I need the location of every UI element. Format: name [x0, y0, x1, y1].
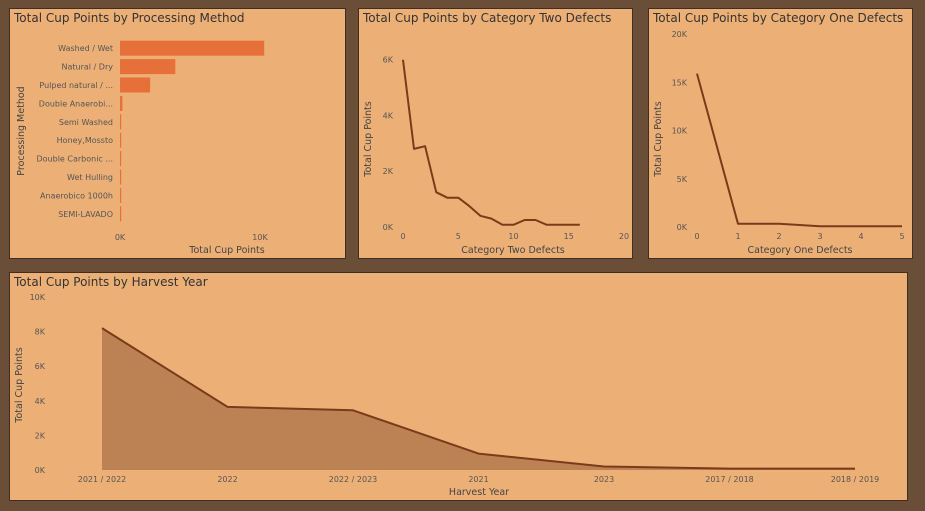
category-label: Honey,Mossto — [57, 136, 113, 145]
x-axis-label: Category Two Defects — [461, 245, 565, 256]
series-line — [696, 73, 902, 228]
y-tick-label: 0K — [383, 223, 394, 232]
x-tick-label: 2018 / 2019 — [831, 475, 880, 484]
chart-title: Total Cup Points by Category One Defects — [653, 11, 904, 25]
y-axis-label: Total Cup Points — [653, 101, 664, 177]
bar — [120, 187, 122, 203]
bar — [120, 40, 265, 56]
x-tick-label: 1 — [735, 232, 740, 241]
x-tick-label: 10 — [508, 232, 518, 241]
x-tick-label: 15 — [564, 232, 574, 241]
category-label: SEMI-LAVADO — [58, 210, 113, 219]
x-tick-label: 0 — [694, 232, 699, 241]
chart-title: Total Cup Points by Harvest Year — [14, 275, 208, 289]
category-label: Double Carbonic ... — [36, 155, 113, 164]
processing-method-panel: Total Cup Points by Processing Method Wa… — [9, 8, 346, 259]
y-tick-label: 20K — [672, 30, 688, 39]
y-tick-label: 8K — [35, 328, 46, 337]
x-tick-label: 2023 — [594, 475, 614, 484]
harvest-year-panel: Total Cup Points by Harvest Year 0K 2K 4K 6… — [9, 272, 908, 501]
category-two-defects-line-chart: 0K 2K 4K 6K 0 5 10 15 20 Category Two Defects Tota… — [363, 56, 629, 256]
category-label: Natural / Dry — [62, 63, 114, 72]
y-tick-label: 10K — [672, 127, 688, 136]
x-tick-label: 20 — [619, 232, 629, 241]
category-label: Pulped natural / ... — [39, 81, 113, 90]
y-tick-label: 0K — [677, 223, 688, 232]
x-tick-label: 5 — [899, 232, 904, 241]
x-tick-label: 2021 — [468, 475, 488, 484]
y-axis-label: Total Cup Points — [14, 347, 25, 423]
bar — [120, 169, 122, 185]
x-tick-label: 5 — [456, 232, 461, 241]
y-tick-label: 0K — [35, 466, 46, 475]
area-fill — [102, 328, 855, 470]
bar — [120, 132, 122, 148]
y-tick-label: 4K — [35, 397, 46, 406]
x-tick-label: 2022 / 2023 — [329, 475, 378, 484]
y-tick-label: 6K — [383, 56, 394, 65]
y-tick-label: 10K — [30, 293, 46, 302]
x-axis-label: Category One Defects — [747, 245, 852, 256]
harvest-year-area-chart: 0K 2K 4K 6K 8K 10K 2021 / 2022 2022 2022 / 2023 2… — [14, 293, 880, 498]
category-two-defects-panel: Total Cup Points by Category Two Defects… — [358, 8, 633, 259]
x-tick-label: 2 — [776, 232, 781, 241]
series-line — [402, 59, 580, 226]
bar — [120, 114, 122, 130]
category-one-defects-panel: Total Cup Points by Category One Defects… — [648, 8, 913, 259]
x-tick-label: 3 — [817, 232, 822, 241]
y-tick-label: 15K — [672, 78, 688, 87]
y-tick-label: 2K — [35, 431, 46, 440]
y-tick-label: 4K — [383, 111, 394, 120]
category-label: Anaerobico 1000h — [40, 191, 113, 200]
x-tick-label: 2017 / 2018 — [705, 475, 754, 484]
y-axis-label: Total Cup Points — [363, 101, 374, 177]
bar — [120, 77, 151, 93]
x-axis-label: Harvest Year — [449, 487, 509, 498]
x-tick-label: 4 — [858, 232, 863, 241]
processing-method-bar-chart: Washed / Wet Natural / Dry Pulped natural … — [16, 40, 268, 256]
y-tick-label: 6K — [35, 362, 46, 371]
x-tick-label: 2022 — [217, 475, 237, 484]
category-one-defects-line-chart: 0K 5K 10K 15K 20K 0 1 2 3 4 5 Category One Defects T… — [653, 30, 905, 256]
chart-title: Total Cup Points by Category Two Defects — [363, 11, 612, 25]
category-label: Wet Hulling — [67, 173, 113, 182]
series-line — [101, 327, 855, 470]
bar — [120, 95, 123, 111]
x-axis-label: Total Cup Points — [188, 245, 264, 256]
bar — [120, 59, 176, 75]
x-tick-label: 10K — [252, 233, 268, 242]
bar — [120, 151, 122, 167]
category-label: Double Anaerobi... — [39, 99, 113, 108]
chart-title: Total Cup Points by Processing Method — [14, 11, 245, 25]
y-axis-label: Processing Method — [16, 86, 27, 175]
y-tick-label: 5K — [677, 175, 688, 184]
category-label: Semi Washed — [59, 118, 113, 127]
x-tick-label: 0K — [115, 233, 126, 242]
x-tick-label: 0 — [400, 232, 405, 241]
bar — [120, 206, 122, 222]
category-label: Washed / Wet — [58, 44, 113, 53]
y-tick-label: 2K — [383, 167, 394, 176]
x-tick-label: 2021 / 2022 — [78, 475, 127, 484]
